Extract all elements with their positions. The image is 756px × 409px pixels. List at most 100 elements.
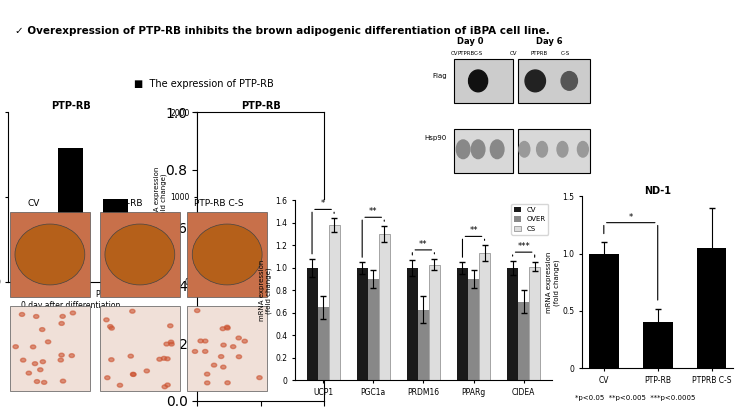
Text: ✓ Overexpression of PTP-RB inhibits the brown adipogenic differentiation of iBPA: ✓ Overexpression of PTP-RB inhibits the … xyxy=(15,26,550,36)
Circle shape xyxy=(73,321,78,325)
Bar xyxy=(100,306,179,391)
Bar xyxy=(104,199,129,282)
Text: *p<0.05  **p<0.005  ***p<0.0005: *p<0.05 **p<0.005 ***p<0.0005 xyxy=(575,395,695,401)
Bar xyxy=(187,212,267,297)
Circle shape xyxy=(110,341,115,345)
Text: C-S: C-S xyxy=(560,52,570,56)
Text: *: * xyxy=(321,199,325,208)
Circle shape xyxy=(64,346,69,350)
Circle shape xyxy=(18,322,23,326)
Circle shape xyxy=(204,336,209,339)
X-axis label: 0 day after differentiation: 0 day after differentiation xyxy=(21,301,120,310)
Circle shape xyxy=(205,330,210,334)
Title: PTP-RB: PTP-RB xyxy=(51,101,91,111)
Text: **: ** xyxy=(469,226,478,235)
Circle shape xyxy=(153,308,158,312)
Ellipse shape xyxy=(457,140,470,159)
Bar xyxy=(457,268,468,380)
Text: ■  The expression of PTP-RB: ■ The expression of PTP-RB xyxy=(134,79,273,89)
Circle shape xyxy=(129,329,135,333)
Ellipse shape xyxy=(105,224,175,285)
Bar xyxy=(518,59,590,103)
Circle shape xyxy=(123,320,129,324)
Circle shape xyxy=(235,383,240,387)
Circle shape xyxy=(134,324,139,328)
Circle shape xyxy=(119,374,125,378)
Circle shape xyxy=(57,340,62,344)
Bar xyxy=(518,302,529,380)
Text: CV: CV xyxy=(28,199,40,208)
Circle shape xyxy=(259,320,264,324)
Circle shape xyxy=(113,315,119,319)
Circle shape xyxy=(139,350,144,354)
Bar xyxy=(187,306,267,391)
Bar xyxy=(379,234,390,380)
Ellipse shape xyxy=(469,70,488,92)
Text: CV: CV xyxy=(451,52,459,56)
Circle shape xyxy=(53,315,58,319)
Bar xyxy=(418,310,429,380)
Text: C-S: C-S xyxy=(473,52,483,56)
Circle shape xyxy=(195,355,200,359)
Bar xyxy=(643,322,673,368)
X-axis label: 6 days after differentiation: 6 days after differentiation xyxy=(209,301,312,310)
Bar xyxy=(518,129,590,173)
Bar xyxy=(14,279,38,282)
Circle shape xyxy=(40,343,45,347)
Bar xyxy=(306,268,318,380)
Circle shape xyxy=(256,379,262,383)
Text: Day 6: Day 6 xyxy=(535,37,562,46)
Text: ***: *** xyxy=(517,242,530,251)
Ellipse shape xyxy=(15,224,85,285)
Bar xyxy=(407,268,418,380)
Text: **: ** xyxy=(369,207,377,216)
Circle shape xyxy=(79,316,84,320)
Bar xyxy=(429,265,440,380)
Text: PTP-RB: PTP-RB xyxy=(111,199,142,208)
Title: PTP-RB: PTP-RB xyxy=(240,101,280,111)
Ellipse shape xyxy=(471,140,485,159)
Bar xyxy=(318,307,329,380)
Bar xyxy=(248,129,273,282)
Circle shape xyxy=(78,378,83,382)
Text: CV: CV xyxy=(510,52,517,56)
Circle shape xyxy=(120,333,125,337)
Bar xyxy=(454,59,513,103)
Circle shape xyxy=(237,361,243,365)
Text: *: * xyxy=(629,213,633,222)
Y-axis label: mRNA expression
(fold change): mRNA expression (fold change) xyxy=(154,166,168,228)
Ellipse shape xyxy=(519,142,530,157)
Circle shape xyxy=(53,341,58,345)
Circle shape xyxy=(196,319,201,323)
Circle shape xyxy=(37,385,42,389)
Circle shape xyxy=(236,346,241,350)
Ellipse shape xyxy=(578,142,588,157)
Circle shape xyxy=(254,332,259,336)
Bar xyxy=(10,306,89,391)
Bar xyxy=(58,148,83,282)
Circle shape xyxy=(42,337,47,341)
Circle shape xyxy=(124,310,129,314)
Circle shape xyxy=(162,324,167,328)
Text: PTPRB: PTPRB xyxy=(531,52,548,56)
Text: PTP-RB C-S: PTP-RB C-S xyxy=(194,199,244,208)
Title: ND-1: ND-1 xyxy=(644,186,671,196)
Circle shape xyxy=(251,371,256,374)
Bar xyxy=(589,254,618,368)
Circle shape xyxy=(76,342,82,346)
Text: Hsp90: Hsp90 xyxy=(425,135,447,142)
Bar xyxy=(100,212,179,297)
Ellipse shape xyxy=(525,70,546,92)
Circle shape xyxy=(42,356,48,360)
Circle shape xyxy=(116,337,122,341)
Bar xyxy=(203,279,228,282)
Circle shape xyxy=(49,380,54,383)
Bar xyxy=(10,212,89,297)
Circle shape xyxy=(234,362,239,366)
Bar xyxy=(479,253,490,380)
Circle shape xyxy=(162,312,167,316)
Circle shape xyxy=(240,319,245,323)
Ellipse shape xyxy=(557,142,568,157)
Y-axis label: mRNA expression
(fold change): mRNA expression (fold change) xyxy=(259,260,272,321)
Text: Flag: Flag xyxy=(432,73,447,79)
